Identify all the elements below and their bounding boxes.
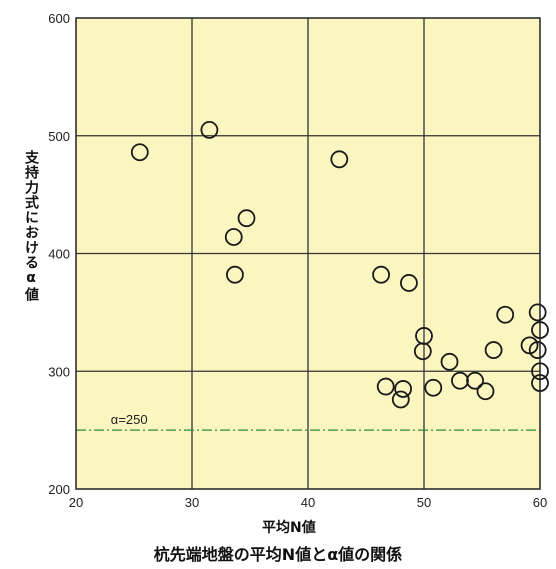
data-point-22 [451,371,469,390]
y-tick-label-600: 600 [48,11,70,26]
tick-labels: 20 30 40 50 60 200 300 400 500 600 [48,11,547,510]
data-point-1 [130,143,149,162]
data-point-6 [226,265,244,284]
data-point-19 [394,380,413,398]
data-point-16 [484,341,503,359]
data-point-20 [391,390,410,409]
data-points [130,120,549,409]
data-point-15 [520,336,539,355]
data-point-3 [330,150,349,169]
x-tick-label-30: 30 [185,495,199,510]
data-point-2 [200,120,219,139]
data-point-23 [466,371,484,390]
reference-line-label: α=250 [111,412,148,427]
y-tick-label-400: 400 [48,247,70,262]
x-tick-label-20: 20 [69,495,83,510]
data-point-11 [496,305,515,324]
data-point-8 [400,274,418,292]
x-tick-label-40: 40 [301,495,315,510]
y-tick-label-500: 500 [48,129,70,144]
x-tick-label-60: 60 [533,495,547,510]
data-point-24 [476,382,495,401]
plot-frame [75,17,541,490]
x-tick-label-50: 50 [417,495,431,510]
data-point-5 [224,228,243,246]
y-tick-label-200: 200 [48,482,70,497]
data-point-12 [528,303,547,322]
y-axis-label: 支持力式におけるα値 [23,150,39,302]
data-point-7 [372,265,390,284]
data-point-18 [376,377,395,396]
gridlines [76,18,540,489]
data-point-10 [413,342,432,361]
data-point-4 [237,209,256,228]
y-tick-label-300: 300 [48,364,70,379]
data-point-21 [424,378,443,397]
chart-title: 杭先端地盤の平均N値とα値の関係 [153,545,403,564]
reference-line: α=250 [76,412,540,431]
data-point-17 [440,352,459,371]
x-axis-label: 平均N値 [262,520,316,536]
